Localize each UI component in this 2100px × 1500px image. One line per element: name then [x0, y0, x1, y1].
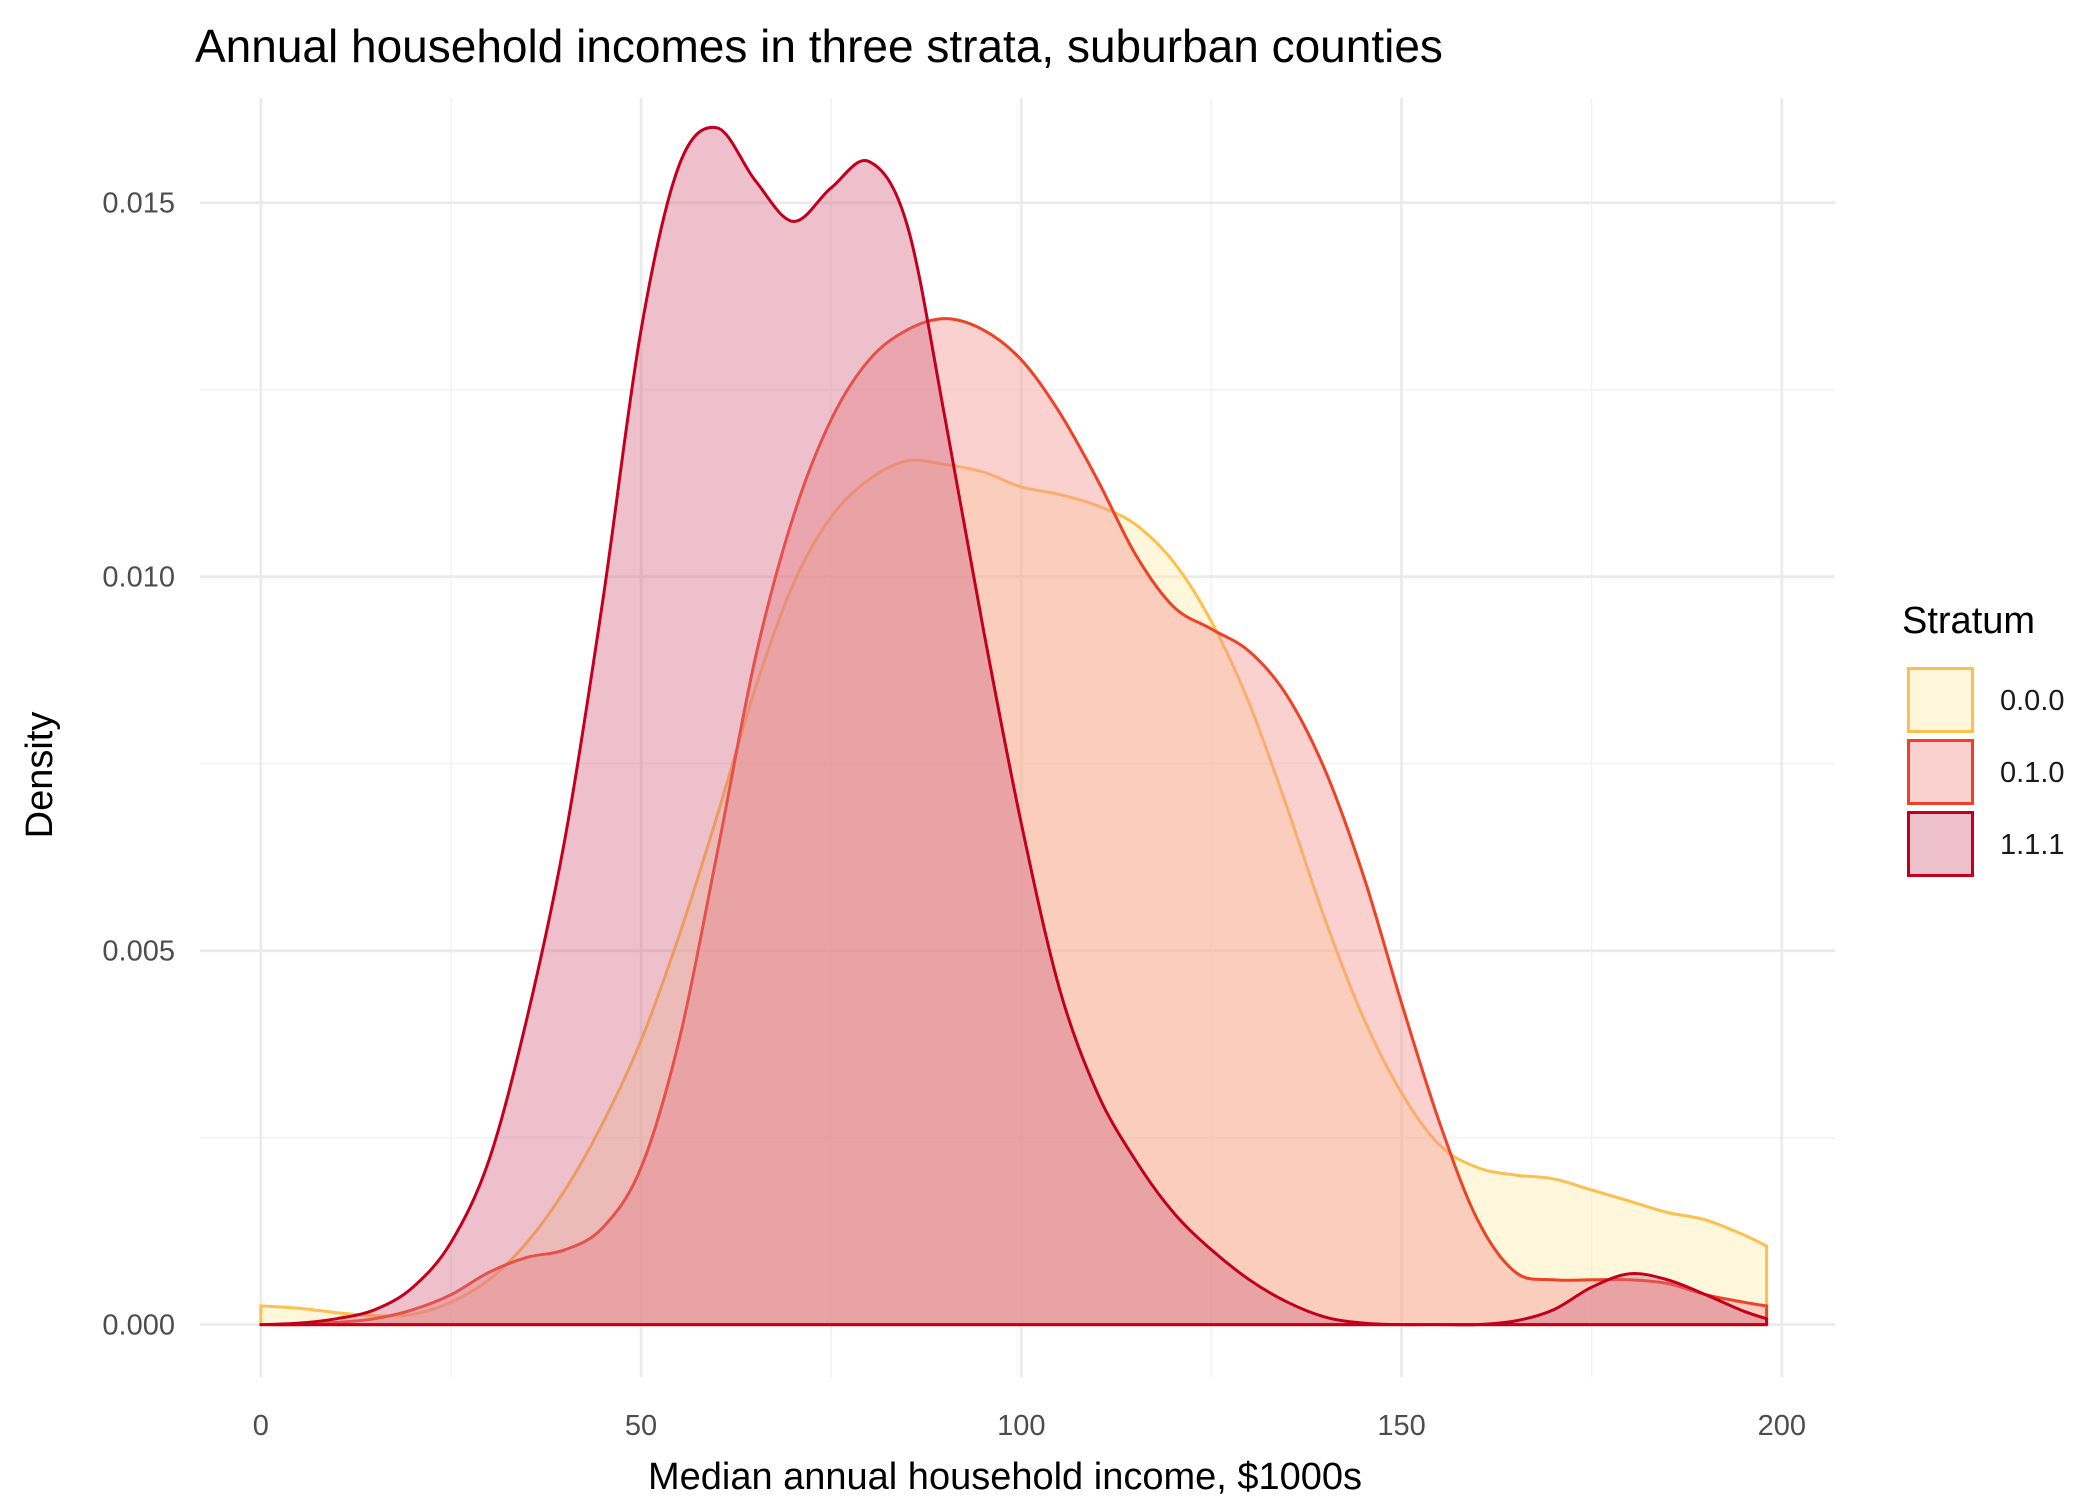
legend-title: Stratum [1902, 600, 2035, 642]
density-series [259, 125, 1769, 1327]
x-tick-label: 50 [625, 1410, 657, 1442]
y-tick-label: 0.000 [102, 1310, 175, 1342]
x-tick-label: 150 [1377, 1410, 1425, 1442]
density-area-1-1-1 [259, 125, 1769, 1327]
grid-minor-x [450, 98, 1593, 1377]
legend-label: 0.0.0 [2000, 685, 2065, 717]
legend-label: 1.1.1 [2000, 829, 2065, 861]
legend-key-background [1907, 667, 1974, 733]
x-tick-label: 200 [1758, 1410, 1806, 1442]
legend-items: 0.0.0 0.1.0 1.1.1 [1907, 667, 2065, 877]
x-tick-label: 100 [997, 1410, 1045, 1442]
density-area-0-0-0 [259, 458, 1769, 1327]
chart-title: Annual household incomes in three strata… [195, 20, 1443, 72]
legend: Stratum 0.0.0 0.1.0 1.1.1 [1902, 600, 2065, 877]
legend-key-1-1-1 [1907, 811, 1974, 877]
legend-key-background [1907, 739, 1974, 805]
x-axis-tick-labels: 0 50 100 150 200 [253, 1410, 1806, 1442]
y-axis-tick-labels: 0.000 0.005 0.010 0.015 [102, 188, 175, 1342]
legend-key-background [1907, 811, 1974, 877]
x-tick-label: 0 [253, 1410, 269, 1442]
legend-key-0-0-0 [1907, 667, 1974, 733]
y-tick-label: 0.010 [102, 562, 175, 594]
legend-label: 0.1.0 [2000, 757, 2065, 789]
y-axis-title: Density [19, 712, 61, 839]
legend-key-0-1-0 [1907, 739, 1974, 805]
grid-minor-y [200, 388, 1835, 1139]
y-tick-label: 0.015 [102, 188, 175, 220]
density-area-0-1-0 [259, 317, 1769, 1327]
x-axis-title: Median annual household income, $1000s [648, 1456, 1362, 1498]
y-tick-label: 0.005 [102, 936, 175, 968]
